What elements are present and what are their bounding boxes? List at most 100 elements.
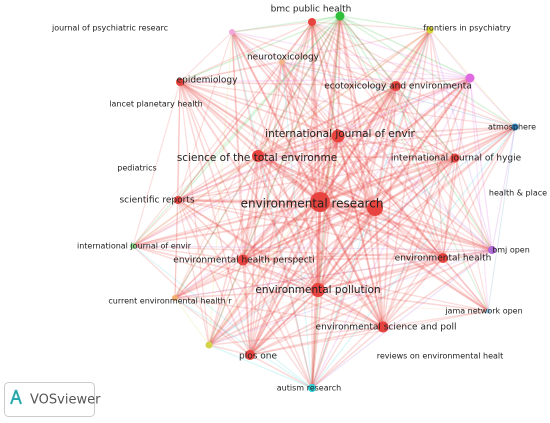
nodes bbox=[130, 11, 519, 392]
edge bbox=[454, 126, 516, 159]
edge bbox=[132, 245, 244, 261]
edge bbox=[337, 77, 471, 137]
edge bbox=[337, 29, 431, 137]
node-label: reviews on environmental healt bbox=[377, 352, 504, 361]
edge bbox=[208, 21, 313, 346]
edge bbox=[174, 297, 489, 312]
edge bbox=[242, 85, 397, 261]
edge bbox=[174, 297, 210, 346]
edge bbox=[177, 15, 341, 201]
node bbox=[465, 73, 475, 83]
edge bbox=[174, 297, 313, 389]
node bbox=[130, 243, 136, 249]
logo[interactable]: VOSviewer bbox=[4, 382, 102, 417]
edge bbox=[469, 77, 516, 128]
edge bbox=[317, 15, 341, 291]
edge bbox=[469, 77, 493, 251]
logo-icon bbox=[10, 389, 22, 405]
edge bbox=[337, 126, 516, 137]
edge bbox=[208, 126, 516, 346]
edge bbox=[179, 81, 251, 356]
edge bbox=[317, 249, 493, 291]
node-label: autism research bbox=[277, 384, 341, 393]
edge bbox=[311, 157, 456, 389]
edge bbox=[231, 31, 456, 159]
edge bbox=[319, 29, 431, 203]
edge bbox=[257, 154, 376, 210]
edge bbox=[132, 245, 493, 251]
edge bbox=[242, 200, 321, 262]
edge bbox=[339, 15, 493, 251]
edge bbox=[429, 29, 456, 159]
edge bbox=[231, 31, 444, 259]
edge bbox=[208, 201, 321, 346]
edge bbox=[208, 77, 471, 346]
edge bbox=[242, 155, 259, 261]
edge bbox=[179, 81, 339, 137]
edge bbox=[174, 61, 283, 299]
edge bbox=[179, 81, 376, 209]
edge bbox=[177, 199, 376, 209]
edge bbox=[395, 85, 489, 312]
edge bbox=[242, 21, 313, 261]
edge bbox=[311, 21, 319, 291]
node-label: health & place bbox=[489, 189, 547, 198]
edge bbox=[179, 15, 341, 83]
edge bbox=[132, 157, 456, 247]
edge bbox=[311, 21, 516, 128]
edge bbox=[316, 207, 377, 291]
edge bbox=[177, 61, 283, 201]
edge bbox=[339, 15, 444, 259]
edge bbox=[317, 257, 444, 291]
edge bbox=[337, 15, 341, 137]
node-label: bmc public health bbox=[271, 5, 352, 15]
edge bbox=[311, 21, 397, 87]
edge bbox=[177, 157, 456, 201]
edge bbox=[242, 257, 444, 261]
edge bbox=[374, 207, 493, 251]
edge bbox=[395, 85, 516, 128]
edge bbox=[257, 126, 516, 157]
edge bbox=[249, 354, 313, 389]
edge bbox=[454, 157, 489, 312]
edge bbox=[179, 81, 259, 157]
edge bbox=[442, 77, 471, 259]
edge bbox=[319, 156, 456, 204]
edge bbox=[311, 135, 339, 389]
edge bbox=[257, 155, 489, 312]
node bbox=[488, 246, 496, 254]
edge bbox=[177, 198, 321, 204]
edge bbox=[311, 289, 319, 389]
edge bbox=[174, 259, 244, 299]
edge bbox=[249, 289, 319, 356]
node-label: journal of psychiatric researc bbox=[51, 24, 168, 33]
edge bbox=[242, 157, 456, 261]
edge bbox=[179, 81, 384, 328]
edge bbox=[179, 81, 516, 128]
edge bbox=[310, 21, 322, 203]
logo-text: VOSviewer bbox=[30, 393, 101, 408]
edge bbox=[177, 126, 516, 201]
edge bbox=[132, 245, 251, 356]
node bbox=[511, 123, 519, 131]
edge bbox=[208, 344, 313, 389]
node bbox=[377, 321, 389, 333]
edge bbox=[429, 29, 471, 79]
edge bbox=[242, 77, 471, 261]
edge bbox=[317, 289, 384, 328]
edge bbox=[177, 29, 431, 201]
edge bbox=[257, 155, 319, 291]
edge bbox=[208, 31, 233, 346]
node bbox=[426, 26, 434, 34]
edge bbox=[208, 326, 384, 346]
edge bbox=[208, 257, 444, 346]
edge bbox=[442, 126, 516, 259]
edge bbox=[311, 21, 376, 209]
edge bbox=[311, 207, 376, 389]
edge bbox=[132, 245, 444, 259]
edge bbox=[395, 85, 444, 259]
edge bbox=[336, 135, 377, 209]
edge bbox=[177, 85, 397, 201]
edge bbox=[311, 21, 456, 159]
